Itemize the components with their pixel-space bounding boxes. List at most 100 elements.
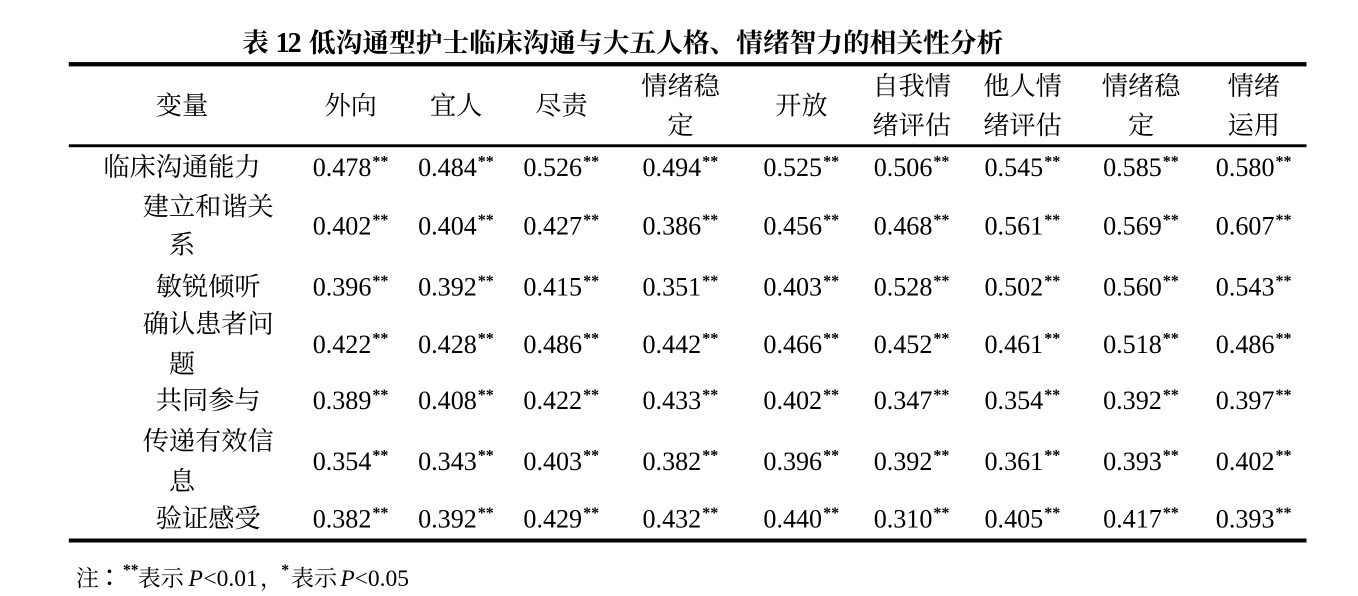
svg-text:0.526: 0.526	[523, 153, 582, 182]
svg-text:**: **	[933, 273, 949, 290]
svg-text:**: **	[1163, 505, 1179, 522]
svg-text:**: **	[372, 387, 388, 404]
svg-text:**: **	[372, 330, 388, 347]
svg-text:P: P	[339, 566, 354, 592]
svg-text:0.417: 0.417	[1103, 504, 1162, 533]
svg-text:0.427: 0.427	[523, 212, 582, 241]
svg-text:**: **	[583, 387, 599, 404]
svg-text:0.405: 0.405	[985, 504, 1044, 533]
svg-text:**: **	[372, 505, 388, 522]
svg-text:0.404: 0.404	[418, 212, 477, 241]
svg-text:**: **	[933, 330, 949, 347]
svg-text:0.484: 0.484	[418, 153, 477, 182]
svg-text:0.396: 0.396	[763, 447, 822, 476]
svg-text:0.585: 0.585	[1103, 153, 1162, 182]
svg-text:**: **	[478, 154, 494, 171]
svg-text:**: **	[702, 448, 718, 465]
svg-text:0.392: 0.392	[874, 447, 933, 476]
svg-text:*: *	[281, 562, 289, 579]
svg-text:0.494: 0.494	[643, 153, 702, 182]
svg-text:**: **	[372, 273, 388, 290]
svg-text:**: **	[583, 154, 599, 171]
svg-text:**: **	[702, 387, 718, 404]
svg-text:0.403: 0.403	[523, 447, 582, 476]
svg-text:**: **	[1276, 505, 1292, 522]
svg-text:0.452: 0.452	[874, 330, 933, 359]
svg-text:**: **	[478, 330, 494, 347]
svg-text:0.310: 0.310	[874, 504, 933, 533]
svg-text:0.402: 0.402	[1216, 447, 1275, 476]
svg-text:**: **	[702, 212, 718, 229]
svg-text:0.486: 0.486	[1216, 330, 1275, 359]
svg-text:**: **	[123, 562, 139, 579]
svg-text:0.502: 0.502	[985, 273, 1044, 302]
svg-text:**: **	[823, 448, 839, 465]
svg-text:**: **	[933, 505, 949, 522]
svg-text:0.607: 0.607	[1216, 212, 1275, 241]
svg-text:**: **	[823, 330, 839, 347]
svg-text:**: **	[1044, 154, 1060, 171]
svg-text:**: **	[702, 154, 718, 171]
svg-text:<0.01: <0.01	[203, 566, 257, 592]
svg-text:0.389: 0.389	[313, 386, 372, 415]
svg-text:**: **	[933, 387, 949, 404]
svg-text:0.545: 0.545	[985, 153, 1044, 182]
svg-text:0.433: 0.433	[643, 386, 702, 415]
svg-text:**: **	[1044, 448, 1060, 465]
svg-text:**: **	[1044, 505, 1060, 522]
svg-text:0.392: 0.392	[418, 273, 477, 302]
svg-text:0.486: 0.486	[523, 330, 582, 359]
svg-text:**: **	[1163, 387, 1179, 404]
svg-text:0.402: 0.402	[763, 386, 822, 415]
svg-text:0.580: 0.580	[1216, 153, 1275, 182]
svg-text:0.528: 0.528	[874, 273, 933, 302]
svg-text:**: **	[1163, 154, 1179, 171]
svg-text:**: **	[702, 505, 718, 522]
svg-text:0.397: 0.397	[1216, 386, 1275, 415]
svg-text:0.403: 0.403	[763, 273, 822, 302]
svg-text:0.343: 0.343	[418, 447, 477, 476]
svg-text:0.422: 0.422	[313, 330, 372, 359]
svg-text:**: **	[478, 273, 494, 290]
svg-text:**: **	[1044, 273, 1060, 290]
svg-text:0.569: 0.569	[1103, 212, 1162, 241]
svg-text:0.415: 0.415	[523, 273, 582, 302]
svg-text:**: **	[1276, 273, 1292, 290]
svg-text:**: **	[372, 448, 388, 465]
svg-text:**: **	[372, 154, 388, 171]
svg-text:0.351: 0.351	[643, 273, 702, 302]
svg-text:0.354: 0.354	[313, 447, 372, 476]
svg-text:0.408: 0.408	[418, 386, 477, 415]
svg-text:**: **	[1276, 387, 1292, 404]
svg-text:0.428: 0.428	[418, 330, 477, 359]
svg-text:0.432: 0.432	[643, 504, 702, 533]
svg-text:**: **	[583, 212, 599, 229]
svg-text:**: **	[1276, 154, 1292, 171]
svg-text:0.422: 0.422	[523, 386, 582, 415]
svg-text:0.506: 0.506	[874, 153, 933, 182]
svg-text:0.354: 0.354	[985, 386, 1044, 415]
svg-text:0.347: 0.347	[874, 386, 933, 415]
svg-text:**: **	[1163, 212, 1179, 229]
svg-text:**: **	[583, 273, 599, 290]
svg-text:0.461: 0.461	[985, 330, 1044, 359]
svg-text:**: **	[933, 212, 949, 229]
svg-text:**: **	[933, 154, 949, 171]
svg-text:0.478: 0.478	[313, 153, 372, 182]
svg-text:0.442: 0.442	[643, 330, 702, 359]
svg-text:**: **	[478, 212, 494, 229]
svg-text:**: **	[1276, 212, 1292, 229]
svg-text:**: **	[1044, 212, 1060, 229]
svg-text:<0.05: <0.05	[355, 566, 409, 592]
svg-text:0.396: 0.396	[313, 273, 372, 302]
svg-text:**: **	[583, 448, 599, 465]
svg-text:0.456: 0.456	[763, 212, 822, 241]
svg-text:**: **	[702, 330, 718, 347]
svg-text:**: **	[1276, 330, 1292, 347]
svg-text:0.468: 0.468	[874, 212, 933, 241]
svg-text:**: **	[1044, 387, 1060, 404]
svg-text:**: **	[823, 212, 839, 229]
svg-text:**: **	[823, 273, 839, 290]
svg-text:**: **	[478, 505, 494, 522]
svg-text:**: **	[933, 448, 949, 465]
